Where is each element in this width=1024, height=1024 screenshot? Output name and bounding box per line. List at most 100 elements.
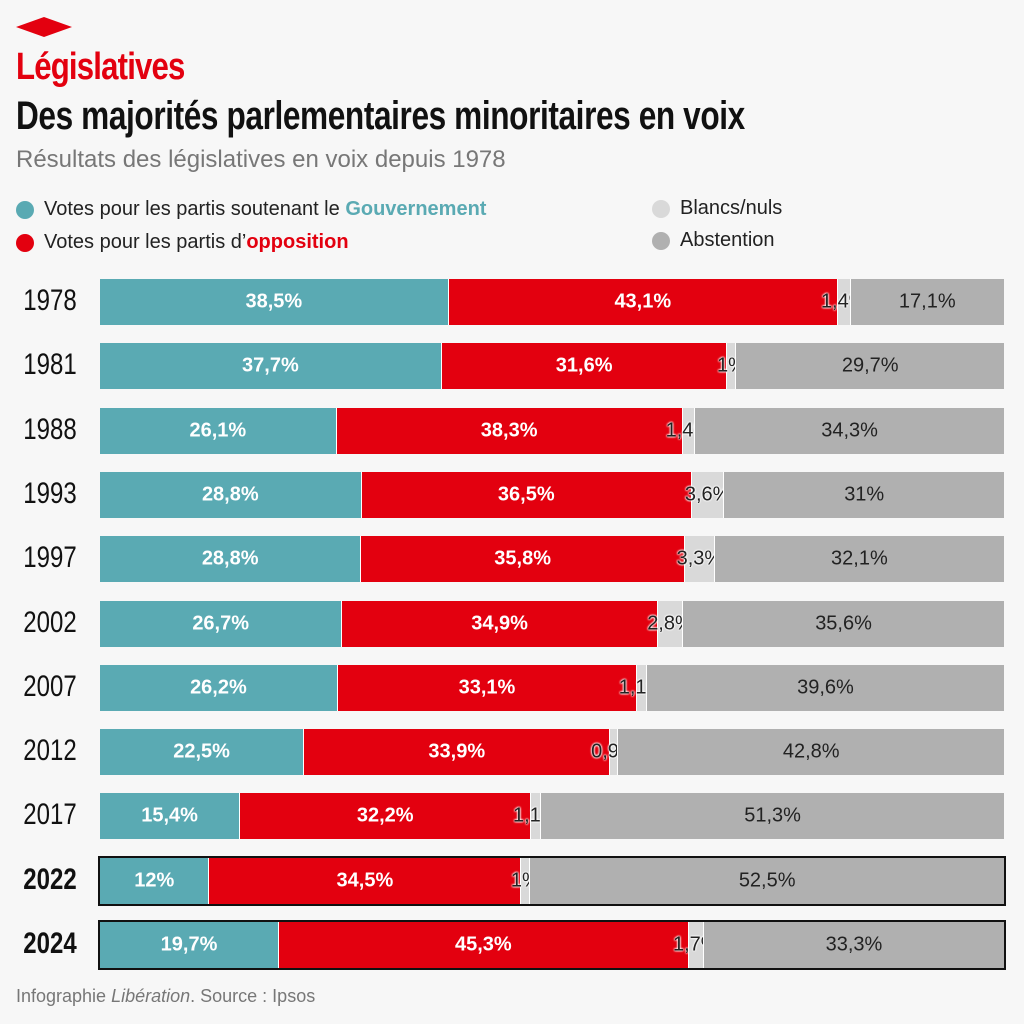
data-label-opp: 32,2% (356, 804, 414, 827)
legend-dot-abst-icon (652, 231, 670, 250)
bar-row: 38,5% 43,1% 1,4% 17,1% (100, 279, 1004, 325)
bar-segment-gov: 26,1% (100, 407, 336, 454)
bar-segment-gov: 19,7% (100, 922, 279, 968)
data-label-opp: 31,6% (555, 354, 613, 377)
year-label: 2022 (23, 862, 77, 896)
bar-segment-abst: 31% (723, 471, 1004, 518)
bar-segment-blank: 1,7% (673, 922, 719, 968)
footer-prefix: Infographie (16, 986, 112, 1006)
bar-segment-blank: 3,3% (677, 536, 722, 583)
bar-segment-abst: 39,6% (646, 664, 1004, 711)
bar-segment-abst: 42,8% (617, 729, 1004, 776)
bar-segment-gov: 28,8% (100, 536, 361, 583)
data-label-opp: 34,5% (336, 869, 394, 892)
legend-item-gov: Votes pour les partis soutenant le Gouve… (16, 198, 486, 221)
year-label: 1988 (23, 412, 77, 446)
bar-segment-blank: 1,1% (619, 664, 664, 711)
bar-segment-blank: 1,4% (821, 279, 867, 325)
legend-abst-text: Abstention (680, 229, 775, 251)
data-label-gov: 28,8% (201, 547, 259, 570)
bar-segment-opp: 38,3% (335, 407, 682, 454)
bar-segment-opp: 45,3% (278, 922, 688, 968)
bar-segment-opp: 35,8% (360, 536, 684, 583)
bar-segment-blank: 1% (511, 857, 540, 904)
data-label-abst: 31% (844, 483, 885, 506)
data-label-abst: 52,5% (738, 869, 796, 892)
bar-segment-blank: 1,1% (513, 793, 559, 840)
legend-opp-text: Votes pour les partis d’ (44, 231, 247, 253)
legend-opp-highlight: opposition (246, 231, 349, 253)
data-label-opp: 33,9% (428, 740, 486, 763)
legend-gov-text: Votes pour les partis soutenant le (44, 198, 346, 220)
bar-segment-abst: 17,1% (849, 279, 1004, 325)
bar-segment-opp: 33,1% (336, 664, 637, 711)
bar-segment-gov: 37,7% (100, 343, 441, 390)
year-label: 1993 (23, 476, 77, 510)
data-label-opp: 33,1% (458, 676, 516, 699)
year-label: 2002 (23, 605, 77, 639)
bar-segment-opp: 36,5% (360, 471, 691, 518)
data-label-gov: 19,7% (160, 933, 218, 956)
data-label-abst: 34,3% (821, 419, 878, 442)
data-label-gov: 26,2% (190, 676, 247, 699)
data-label-gov: 22,5% (173, 740, 230, 763)
bar-segment-blank: 1% (717, 343, 746, 390)
data-label-abst: 17,1% (898, 290, 956, 313)
data-label-abst: 51,3% (744, 804, 801, 827)
data-label-opp: 35,8% (494, 547, 552, 570)
bar-row: 12% 34,5% 1% 52,5% (98, 855, 1006, 906)
bar-segment-opp: 33,9% (303, 729, 610, 776)
chart-subtitle: Résultats des législatives en voix depui… (16, 146, 506, 173)
bar-row: 26,2% 33,1% 1,1% 39,6% (100, 664, 1004, 711)
bar-segment-opp: 34,9% (341, 600, 657, 647)
bar-row: 26,1% 38,3% 1,4% 34,3% (100, 407, 1004, 454)
data-label-gov: 38,5% (245, 290, 303, 313)
data-label-opp: 36,5% (497, 483, 555, 506)
chart-title: Des majorités parlementaires minoritaire… (16, 94, 745, 138)
data-label-gov: 26,1% (189, 419, 247, 442)
bar-segment-gov: 15,4% (100, 793, 240, 840)
bar-segment-abst: 32,1% (713, 536, 1004, 583)
bar-row: 19,7% 45,3% 1,7% 33,3% (98, 920, 1006, 970)
year-label: 2024 (23, 927, 77, 960)
bar-row: 15,4% 32,2% 1,1% 51,3% (100, 793, 1004, 840)
bar-row: 22,5% 33,9% 0,9% 42,8% (100, 729, 1004, 776)
data-label-gov: 37,7% (242, 354, 299, 377)
legend-gov-highlight: Gouvernement (345, 198, 487, 220)
bar-segment-abst: 33,3% (702, 922, 1004, 968)
bar-segment-abst: 52,5% (529, 857, 1004, 904)
data-label-abst: 29,7% (841, 354, 899, 377)
data-label-gov: 28,8% (201, 483, 259, 506)
year-label: 1978 (23, 284, 77, 317)
bar-segment-opp: 34,5% (208, 857, 521, 904)
legend-blank-text: Blancs/nuls (680, 197, 783, 219)
bar-segment-abst: 34,3% (694, 407, 1004, 454)
bar-segment-blank: 3,6% (685, 471, 730, 518)
data-label-abst: 42,8% (782, 740, 840, 763)
bar-segment-blank: 0,9% (591, 729, 637, 776)
bar-segment-gov: 38,5% (100, 279, 448, 325)
bar-segment-opp: 31,6% (440, 343, 727, 390)
footer-brand: Libération (111, 986, 191, 1006)
year-label: 1997 (23, 541, 77, 575)
legend-dot-gov-icon (16, 200, 34, 219)
bar-segment-blank: 1,4% (666, 407, 711, 454)
legend-item-blank: Blancs/nuls (652, 197, 782, 220)
bar-segment-gov: 26,2% (100, 664, 337, 711)
year-label: 1981 (23, 348, 77, 382)
liberation-logo-icon-lower (16, 27, 72, 37)
bar-segment-abst: 35,6% (682, 600, 1004, 647)
year-label: 2017 (23, 798, 77, 832)
bar-row: 28,8% 36,5% 3,6% 31% (100, 471, 1004, 518)
bar-segment-opp: 43,1% (447, 279, 837, 325)
data-label-abst: 32,1% (831, 547, 888, 570)
data-label-opp: 34,9% (471, 612, 528, 634)
data-label-abst: 35,6% (815, 612, 872, 634)
data-label-gov: 12% (134, 869, 175, 892)
bar-segment-abst: 29,7% (735, 343, 1004, 390)
data-label-opp: 45,3% (454, 933, 512, 956)
bar-segment-gov: 28,8% (100, 471, 361, 518)
liberation-logo-icon (16, 17, 72, 27)
bar-row: 28,8% 35,8% 3,3% 32,1% (100, 536, 1004, 583)
data-label-blank: 2,8% (647, 612, 693, 634)
